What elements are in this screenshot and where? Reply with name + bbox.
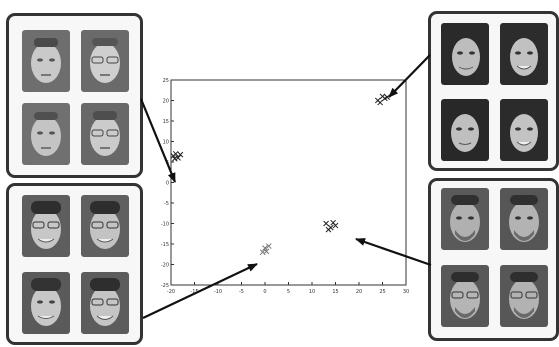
data-point xyxy=(262,245,268,251)
panel-bottom-right-faces xyxy=(428,178,559,341)
face-thumbnail xyxy=(441,99,489,161)
x-tick-label: -15 xyxy=(190,289,198,295)
data-point xyxy=(374,97,381,104)
y-tick-label: 0 xyxy=(166,181,169,187)
panel-bottom-left-faces xyxy=(6,183,143,345)
y-tick-label: 5 xyxy=(166,160,169,166)
scatter-plot-svg: -20 -15 -10 -5 0 5 10 15 20 25 30-25-20-15-10-5051… xyxy=(161,78,409,295)
data-point xyxy=(177,151,184,158)
y-tick-label: -20 xyxy=(161,263,169,269)
panel-top-right-faces xyxy=(428,11,559,171)
x-tick-label: 10 xyxy=(309,289,315,295)
face-thumbnail xyxy=(441,265,489,327)
panel-top-left-faces xyxy=(6,13,143,178)
face-thumbnail xyxy=(22,272,70,334)
x-tick-label: 30 xyxy=(403,289,409,295)
x-tick-label: 0 xyxy=(263,289,266,295)
face-thumbnail xyxy=(81,272,129,334)
x-tick-label: -5 xyxy=(239,289,244,295)
x-tick-label: 5 xyxy=(287,289,290,295)
data-point xyxy=(379,93,386,100)
y-tick-label: 15 xyxy=(163,119,169,125)
y-tick-label: -5 xyxy=(164,201,169,207)
x-tick-label: 20 xyxy=(356,289,362,295)
face-thumbnail xyxy=(500,23,548,85)
data-point xyxy=(263,248,270,255)
face-thumbnail xyxy=(500,265,548,327)
face-thumbnail xyxy=(81,30,129,92)
face-thumbnail xyxy=(22,30,70,92)
data-point xyxy=(330,219,337,226)
data-point xyxy=(265,243,272,249)
data-point xyxy=(323,220,329,227)
face-thumbnail xyxy=(441,188,489,250)
data-point xyxy=(325,226,332,233)
y-tick-label: 25 xyxy=(163,78,169,84)
y-tick-label: -15 xyxy=(161,242,169,248)
face-thumbnail xyxy=(22,103,70,165)
y-tick-label: 20 xyxy=(163,99,169,105)
face-thumbnail xyxy=(441,23,489,85)
y-tick-label: -25 xyxy=(161,283,169,289)
y-tick-label: 10 xyxy=(163,140,169,146)
face-thumbnail xyxy=(500,99,548,161)
plot-frame xyxy=(170,79,407,286)
face-thumbnail xyxy=(81,103,129,165)
face-thumbnail xyxy=(22,195,70,257)
y-tick-label: -10 xyxy=(161,222,169,228)
x-tick-label: -20 xyxy=(167,289,175,295)
x-tick-label: -10 xyxy=(214,289,222,295)
face-thumbnail xyxy=(81,195,129,257)
x-tick-label: 15 xyxy=(332,289,338,295)
x-tick-label: 25 xyxy=(379,289,385,295)
face-thumbnail xyxy=(500,188,548,250)
data-point xyxy=(175,155,181,161)
scatter-plot: -20 -15 -10 -5 0 5 10 15 20 25 30 -25 -20 -15 -10 -5 0 5 1… xyxy=(155,70,420,300)
